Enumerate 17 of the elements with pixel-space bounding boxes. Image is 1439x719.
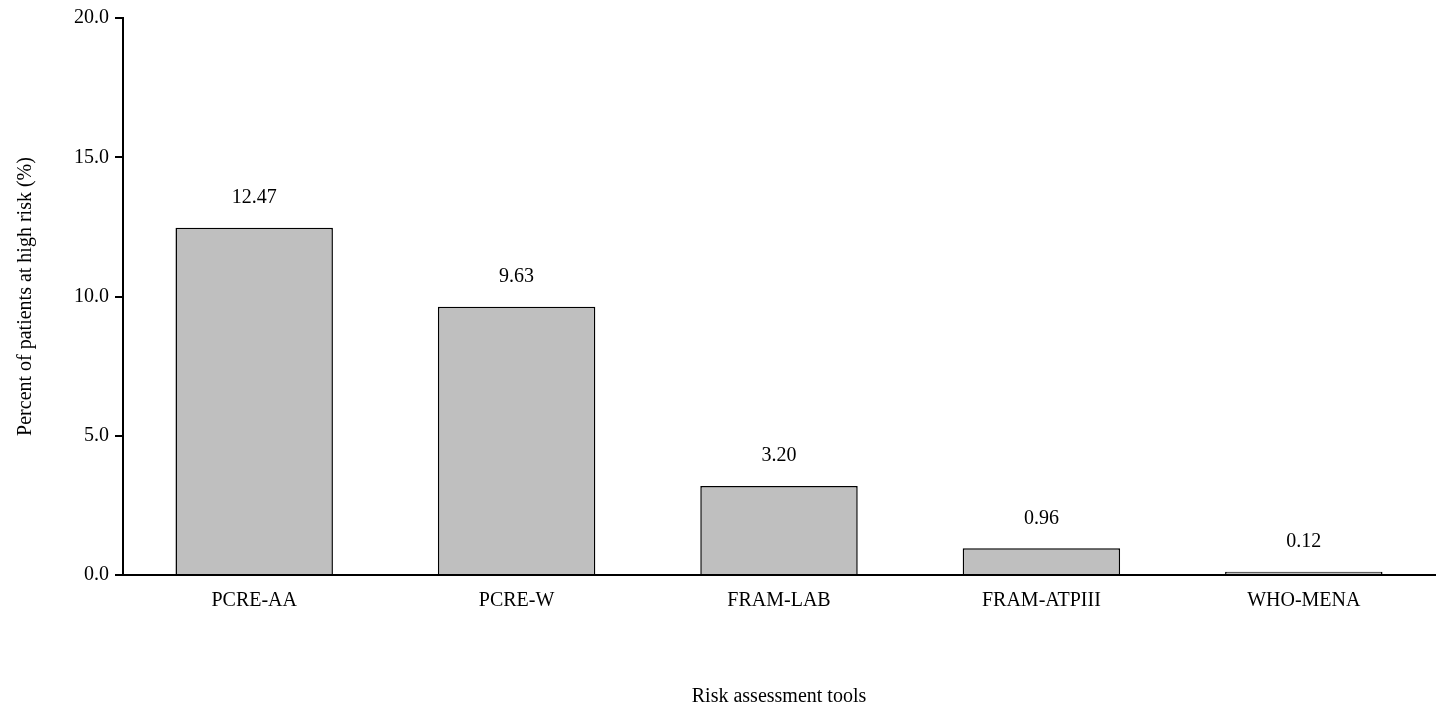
y-tick-label: 10.0 — [74, 283, 109, 306]
y-tick-label: 0.0 — [84, 562, 109, 585]
y-axis-title: Percent of patients at high risk (%) — [13, 157, 37, 436]
x-tick-label: FRAM-LAB — [727, 588, 831, 611]
data-label: 0.96 — [1023, 505, 1059, 528]
x-axis-title: Risk assessment tools — [691, 684, 867, 707]
y-tick-label: 15.0 — [74, 144, 109, 167]
y-tick-label: 20.0 — [74, 5, 109, 28]
y-tick-label: 5.0 — [84, 423, 109, 445]
data-label: 3.20 — [761, 443, 797, 466]
x-tick-label: WHO-MENA — [1247, 588, 1362, 611]
data-label: 12.47 — [231, 184, 277, 207]
data-label: 0.12 — [1286, 528, 1322, 551]
x-tick-label: PCRE-W — [478, 588, 555, 611]
x-tick-label: PCRE-AA — [211, 588, 298, 611]
data-label: 9.63 — [499, 264, 535, 287]
x-tick-label: FRAM-ATPIII — [981, 588, 1101, 611]
